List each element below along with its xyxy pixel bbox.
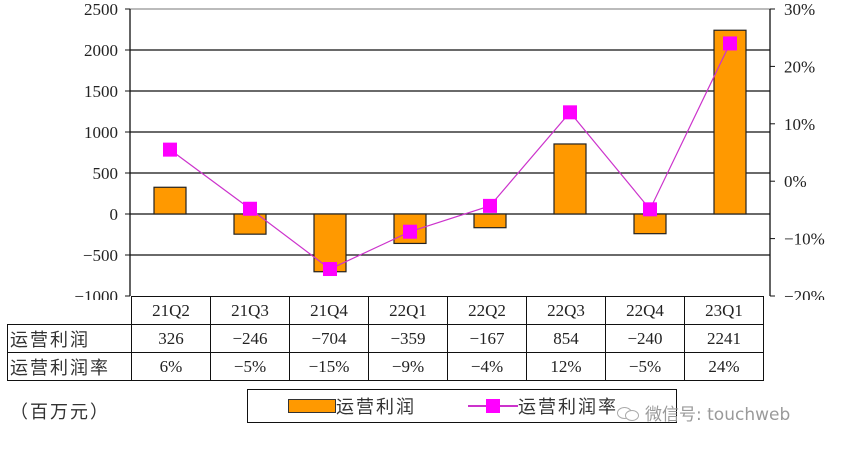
bar bbox=[713, 29, 747, 215]
combo-chart: 25002000150010005000−500−100030%20%10%0%… bbox=[74, 0, 825, 300]
table-cell: −240 bbox=[605, 324, 685, 353]
left-axis-tick: 1000 bbox=[84, 123, 118, 142]
bar bbox=[473, 213, 507, 229]
table-cell: 24% bbox=[684, 352, 764, 381]
table-cell: 326 bbox=[131, 324, 211, 353]
line-marker bbox=[723, 36, 737, 51]
right-axis-tick: 0% bbox=[784, 172, 807, 191]
category-label: 22Q3 bbox=[526, 296, 606, 325]
legend-label: 运营利润率 bbox=[518, 397, 618, 418]
table-cell: −704 bbox=[289, 324, 369, 353]
chart-legend: 运营利润 运营利润率 bbox=[247, 389, 677, 423]
category-label: 22Q4 bbox=[605, 296, 685, 325]
row-label: 运营利润率 bbox=[7, 352, 132, 381]
margin-line bbox=[169, 43, 731, 270]
table-cell: −359 bbox=[368, 324, 448, 353]
bar bbox=[553, 143, 587, 215]
right-axis-tick: −10% bbox=[784, 230, 825, 249]
line-marker bbox=[323, 262, 337, 277]
legend-item-bar: 运营利润 bbox=[288, 390, 416, 422]
line-marker bbox=[643, 202, 657, 217]
right-axis-tick: 20% bbox=[784, 57, 815, 76]
row-label: 运营利润 bbox=[7, 324, 132, 353]
watermark: 微信号: touchweb bbox=[617, 400, 790, 425]
left-axis-tick: 500 bbox=[93, 164, 119, 183]
line-marker bbox=[563, 105, 577, 120]
category-label: 22Q2 bbox=[447, 296, 527, 325]
left-axis-tick: 2500 bbox=[84, 0, 118, 19]
table-cell: −4% bbox=[447, 352, 527, 381]
left-axis-tick: 2000 bbox=[84, 41, 118, 60]
table-cell: 12% bbox=[526, 352, 606, 381]
table-cell: −167 bbox=[447, 324, 527, 353]
bar bbox=[633, 213, 667, 235]
category-label: 22Q1 bbox=[368, 296, 448, 325]
line-marker bbox=[163, 142, 177, 157]
category-label: 21Q2 bbox=[131, 296, 211, 325]
table-row-profit: 运营利润 326 −246 −704 −359 −167 854 −240 22… bbox=[7, 324, 764, 353]
right-axis-tick: −20% bbox=[784, 287, 825, 300]
legend-label: 运营利润 bbox=[336, 397, 416, 418]
left-axis-tick: 1500 bbox=[84, 82, 118, 101]
table-cell: 2241 bbox=[684, 324, 764, 353]
left-axis-tick: 0 bbox=[110, 205, 119, 224]
line-marker-swatch-icon bbox=[468, 399, 518, 413]
table-cell: −9% bbox=[368, 352, 448, 381]
bar bbox=[153, 186, 187, 215]
table-cell: −15% bbox=[289, 352, 369, 381]
right-axis-tick: 30% bbox=[784, 0, 815, 19]
unit-label: （百万元） bbox=[10, 402, 110, 423]
table-cell: 854 bbox=[526, 324, 606, 353]
table-cell: 6% bbox=[131, 352, 211, 381]
line-marker bbox=[403, 224, 417, 239]
category-label: 21Q3 bbox=[210, 296, 290, 325]
table-cell: −246 bbox=[210, 324, 290, 353]
category-label: 23Q1 bbox=[684, 296, 764, 325]
table-header-row: 21Q2 21Q3 21Q4 22Q1 22Q2 22Q3 22Q4 23Q1 bbox=[7, 296, 764, 325]
table-row-margin: 运营利润率 6% −5% −15% −9% −4% 12% −5% 24% bbox=[7, 352, 764, 381]
line-marker bbox=[243, 201, 257, 216]
data-table: 21Q2 21Q3 21Q4 22Q1 22Q2 22Q3 22Q4 23Q1 … bbox=[7, 296, 764, 381]
table-cell: −5% bbox=[605, 352, 685, 381]
watermark-text: 微信号: touchweb bbox=[645, 405, 791, 425]
table-cell: −5% bbox=[210, 352, 290, 381]
wechat-icon bbox=[617, 405, 639, 421]
left-axis-tick: −500 bbox=[83, 246, 118, 265]
right-axis-tick: 10% bbox=[784, 115, 815, 134]
category-label: 21Q4 bbox=[289, 296, 369, 325]
line-marker bbox=[483, 198, 497, 213]
legend-item-line: 运营利润率 bbox=[468, 390, 618, 422]
bar-swatch-icon bbox=[288, 399, 336, 413]
